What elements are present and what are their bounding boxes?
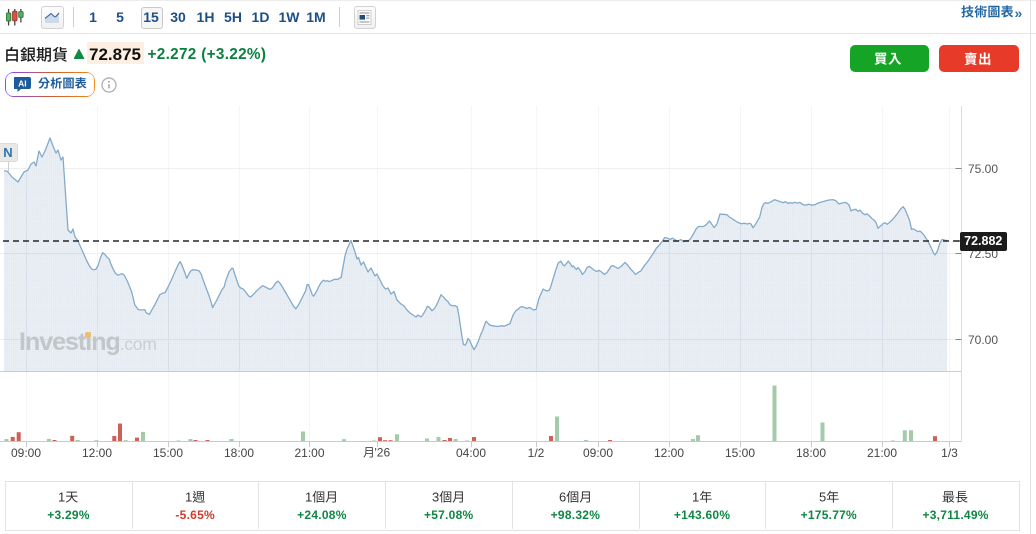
svg-text:1: 1 bbox=[692, 490, 699, 505]
svg-text:6: 6 bbox=[559, 490, 566, 505]
svg-text:5: 5 bbox=[819, 490, 826, 505]
svg-text:3: 3 bbox=[432, 490, 439, 505]
svg-text:AI: AI bbox=[18, 78, 27, 88]
svg-text:1: 1 bbox=[185, 490, 192, 505]
svg-text:1: 1 bbox=[58, 490, 65, 505]
svg-text:1: 1 bbox=[305, 490, 312, 505]
svg-text:'26: '26 bbox=[374, 446, 390, 460]
